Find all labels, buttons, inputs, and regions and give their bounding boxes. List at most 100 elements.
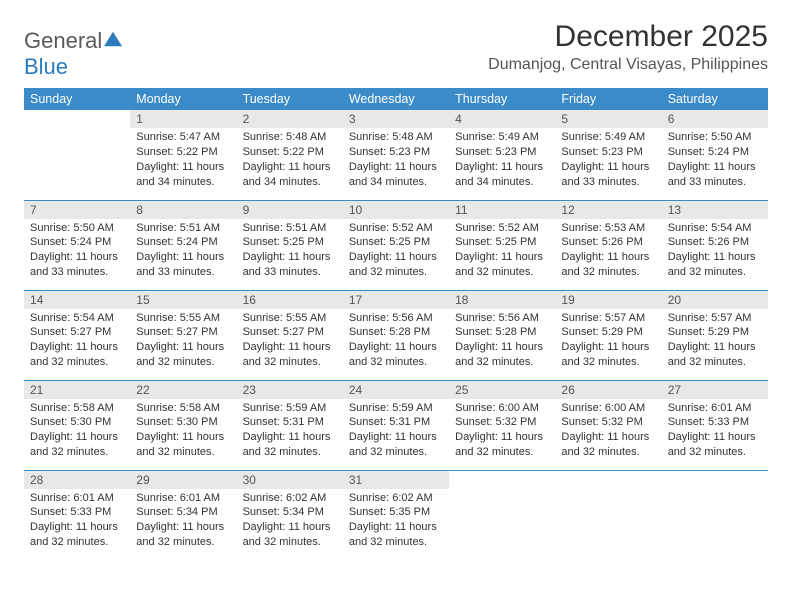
daylight-line: Daylight: 11 hours and 32 minutes. [561,250,655,280]
calendar-day-cell: 1 Sunrise: 5:47 AMSunset: 5:22 PMDaylight… [130,110,236,200]
sunset-line: Sunset: 5:34 PM [136,505,230,520]
day-number: 12 [555,201,661,219]
daylight-line: Daylight: 11 hours and 33 minutes. [668,160,762,190]
calendar-day-cell: 30Sunrise: 6:02 AMSunset: 5:34 PMDayligh… [237,470,343,560]
calendar-day-cell: 25Sunrise: 6:00 AMSunset: 5:32 PMDayligh… [449,380,555,470]
sunset-line: Sunset: 5:27 PM [30,325,124,340]
daylight-line: Daylight: 11 hours and 32 minutes. [30,430,124,460]
sunset-line: Sunset: 5:25 PM [349,235,443,250]
calendar-day-cell: . [555,470,661,560]
month-title: December 2025 [488,20,768,54]
day-content: Sunrise: 5:52 AMSunset: 5:25 PMDaylight:… [343,219,449,284]
sunrise-line: Sunrise: 5:49 AM [561,130,655,145]
logo-text-general: General [24,28,102,53]
day-number: 2 [237,110,343,128]
sunset-line: Sunset: 5:25 PM [455,235,549,250]
daylight-line: Daylight: 11 hours and 34 minutes. [455,160,549,190]
day-number: 15 [130,291,236,309]
daylight-line: Daylight: 11 hours and 32 minutes. [668,430,762,460]
calendar-day-cell: 23Sunrise: 5:59 AMSunset: 5:31 PMDayligh… [237,380,343,470]
sunrise-line: Sunrise: 5:54 AM [30,311,124,326]
day-number: 13 [662,201,768,219]
daylight-line: Daylight: 11 hours and 32 minutes. [349,250,443,280]
day-content: Sunrise: 5:59 AMSunset: 5:31 PMDaylight:… [237,399,343,464]
weekday-header: Tuesday [237,88,343,110]
sunrise-line: Sunrise: 6:00 AM [561,401,655,416]
sunset-line: Sunset: 5:23 PM [561,145,655,160]
day-number: 23 [237,381,343,399]
day-content: Sunrise: 5:59 AMSunset: 5:31 PMDaylight:… [343,399,449,464]
sunrise-line: Sunrise: 5:58 AM [136,401,230,416]
day-content: Sunrise: 6:01 AMSunset: 5:33 PMDaylight:… [24,489,130,554]
calendar-week-row: 28Sunrise: 6:01 AMSunset: 5:33 PMDayligh… [24,470,768,560]
sunset-line: Sunset: 5:30 PM [136,415,230,430]
calendar-day-cell: 27Sunrise: 6:01 AMSunset: 5:33 PMDayligh… [662,380,768,470]
day-number: 31 [343,471,449,489]
sunrise-line: Sunrise: 5:52 AM [349,221,443,236]
sunset-line: Sunset: 5:24 PM [30,235,124,250]
sunset-line: Sunset: 5:32 PM [561,415,655,430]
daylight-line: Daylight: 11 hours and 34 minutes. [136,160,230,190]
day-content: Sunrise: 5:57 AMSunset: 5:29 PMDaylight:… [662,309,768,374]
day-number: 21 [24,381,130,399]
day-content: Sunrise: 5:55 AMSunset: 5:27 PMDaylight:… [237,309,343,374]
sunrise-line: Sunrise: 5:53 AM [561,221,655,236]
logo-triangle-icon [102,30,124,48]
sunrise-line: Sunrise: 5:57 AM [668,311,762,326]
day-number: 4 [449,110,555,128]
weekday-header: Sunday [24,88,130,110]
calendar-day-cell: 16Sunrise: 5:55 AMSunset: 5:27 PMDayligh… [237,290,343,380]
daylight-line: Daylight: 11 hours and 32 minutes. [455,430,549,460]
day-number: 3 [343,110,449,128]
daylight-line: Daylight: 11 hours and 32 minutes. [349,520,443,550]
calendar-week-row: .1Sunrise: 5:47 AMSunset: 5:22 PMDayligh… [24,110,768,200]
sunrise-line: Sunrise: 5:47 AM [136,130,230,145]
day-content: Sunrise: 5:49 AMSunset: 5:23 PMDaylight:… [449,128,555,193]
calendar-day-cell: 31Sunrise: 6:02 AMSunset: 5:35 PMDayligh… [343,470,449,560]
calendar-day-cell: 28Sunrise: 6:01 AMSunset: 5:33 PMDayligh… [24,470,130,560]
sunset-line: Sunset: 5:32 PM [455,415,549,430]
day-content: Sunrise: 5:58 AMSunset: 5:30 PMDaylight:… [130,399,236,464]
sunrise-line: Sunrise: 6:00 AM [455,401,549,416]
daylight-line: Daylight: 11 hours and 33 minutes. [243,250,337,280]
sunrise-line: Sunrise: 5:59 AM [349,401,443,416]
day-content: Sunrise: 6:01 AMSunset: 5:33 PMDaylight:… [662,399,768,464]
calendar-day-cell: 11Sunrise: 5:52 AMSunset: 5:25 PMDayligh… [449,200,555,290]
calendar-day-cell: 24Sunrise: 5:59 AMSunset: 5:31 PMDayligh… [343,380,449,470]
day-number: 26 [555,381,661,399]
day-content: Sunrise: 5:55 AMSunset: 5:27 PMDaylight:… [130,309,236,374]
sunset-line: Sunset: 5:30 PM [30,415,124,430]
daylight-line: Daylight: 11 hours and 32 minutes. [561,430,655,460]
day-number: 17 [343,291,449,309]
day-content: Sunrise: 5:49 AMSunset: 5:23 PMDaylight:… [555,128,661,193]
weekday-header: Wednesday [343,88,449,110]
day-content: Sunrise: 6:02 AMSunset: 5:34 PMDaylight:… [237,489,343,554]
day-number: 11 [449,201,555,219]
day-number: 20 [662,291,768,309]
sunset-line: Sunset: 5:33 PM [668,415,762,430]
day-number: 14 [24,291,130,309]
calendar-day-cell: 29Sunrise: 6:01 AMSunset: 5:34 PMDayligh… [130,470,236,560]
logo: GeneralBlue [24,20,124,80]
daylight-line: Daylight: 11 hours and 34 minutes. [243,160,337,190]
calendar-day-cell: 19Sunrise: 5:57 AMSunset: 5:29 PMDayligh… [555,290,661,380]
sunset-line: Sunset: 5:22 PM [136,145,230,160]
calendar-day-cell: . [449,470,555,560]
calendar-day-cell: 20Sunrise: 5:57 AMSunset: 5:29 PMDayligh… [662,290,768,380]
day-number: 1 [130,110,236,128]
day-content: Sunrise: 5:51 AMSunset: 5:24 PMDaylight:… [130,219,236,284]
calendar-day-cell: 13Sunrise: 5:54 AMSunset: 5:26 PMDayligh… [662,200,768,290]
calendar-day-cell: 17Sunrise: 5:56 AMSunset: 5:28 PMDayligh… [343,290,449,380]
calendar-day-cell: 4Sunrise: 5:49 AMSunset: 5:23 PMDaylight… [449,110,555,200]
logo-text-blue: Blue [24,54,68,79]
sunset-line: Sunset: 5:22 PM [243,145,337,160]
sunrise-line: Sunrise: 5:55 AM [136,311,230,326]
day-number: 16 [237,291,343,309]
daylight-line: Daylight: 11 hours and 33 minutes. [30,250,124,280]
day-content: Sunrise: 6:01 AMSunset: 5:34 PMDaylight:… [130,489,236,554]
sunset-line: Sunset: 5:35 PM [349,505,443,520]
calendar-page: GeneralBlue December 2025 Dumanjog, Cent… [0,0,792,580]
daylight-line: Daylight: 11 hours and 32 minutes. [136,520,230,550]
calendar-day-cell: . [662,470,768,560]
weekday-header: Friday [555,88,661,110]
